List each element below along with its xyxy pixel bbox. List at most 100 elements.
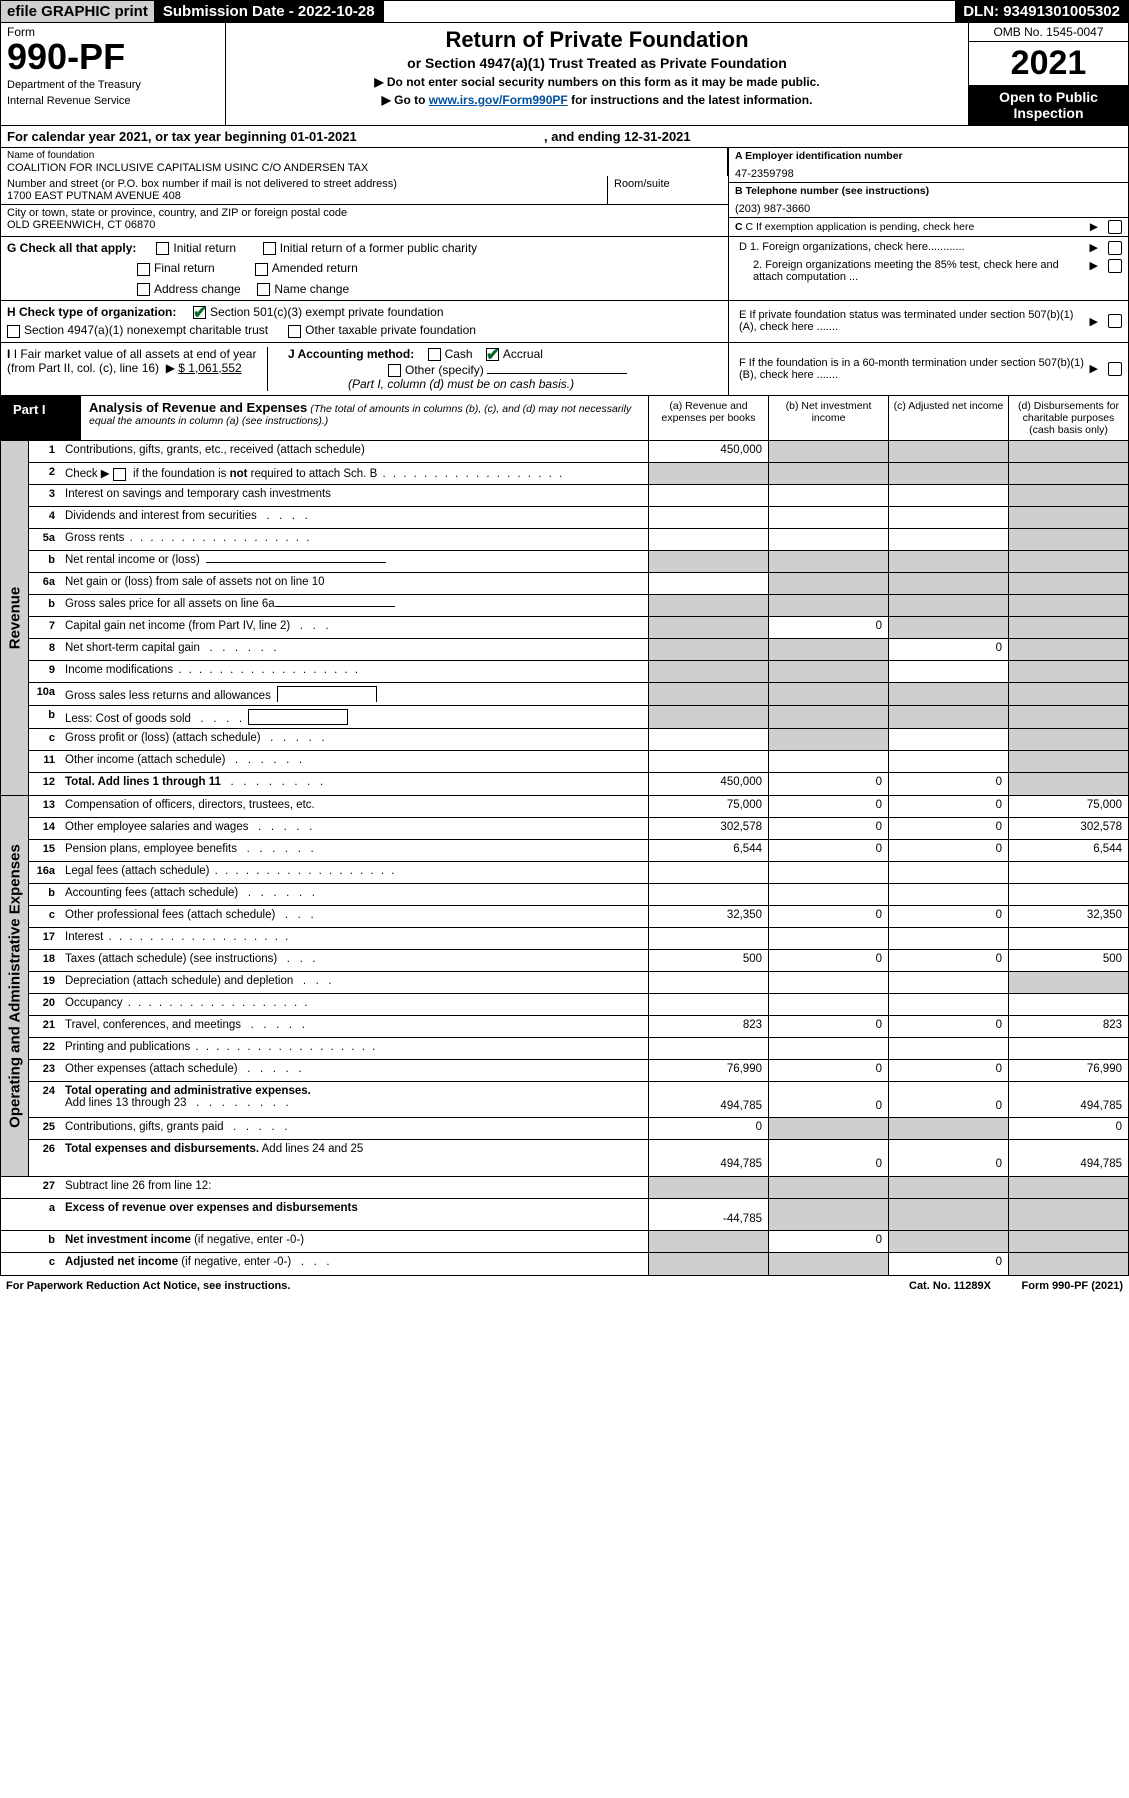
page-footer: For Paperwork Reduction Act Notice, see … [0, 1276, 1129, 1296]
line-5a-desc: Gross rents [61, 529, 648, 550]
revenue-side-label: Revenue [6, 587, 23, 650]
line-4-desc: Dividends and interest from securities .… [61, 507, 648, 528]
room-label: Room/suite [614, 178, 722, 190]
line-12-b: 0 [768, 773, 888, 795]
line-12-a: 450,000 [648, 773, 768, 795]
omb-number: OMB No. 1545-0047 [969, 23, 1128, 42]
goto-note: ▶ Go to www.irs.gov/Form990PF for instru… [236, 93, 958, 107]
line-16c-desc: Other professional fees (attach schedule… [61, 906, 648, 927]
foundation-name-label: Name of foundation [7, 150, 721, 161]
line-8-desc: Net short-term capital gain . . . . . . [61, 639, 648, 660]
top-bar: efile GRAPHIC print Submission Date - 20… [0, 0, 1129, 23]
form-subtitle: or Section 4947(a)(1) Trust Treated as P… [236, 55, 958, 71]
d2-checkbox[interactable] [1108, 259, 1122, 273]
f-checkbox[interactable] [1108, 362, 1122, 376]
ssn-warning: ▶ Do not enter social security numbers o… [236, 75, 958, 89]
line-10c-desc: Gross profit or (loss) (attach schedule)… [61, 729, 648, 750]
g-amended-checkbox[interactable] [255, 263, 268, 276]
line-16a-desc: Legal fees (attach schedule) [61, 862, 648, 883]
line-27-desc: Subtract line 26 from line 12: [61, 1177, 648, 1198]
line-14-desc: Other employee salaries and wages . . . … [61, 818, 648, 839]
line-11-desc: Other income (attach schedule) . . . . .… [61, 751, 648, 772]
line-1-desc: Contributions, gifts, grants, etc., rece… [61, 441, 648, 462]
dln: DLN: 93491301005302 [955, 1, 1128, 22]
line-17-desc: Interest [61, 928, 648, 949]
line-23-desc: Other expenses (attach schedule) . . . .… [61, 1060, 648, 1081]
e-label: E If private foundation status was termi… [739, 309, 1086, 333]
expenses-side-label: Operating and Administrative Expenses [6, 844, 23, 1128]
line-27c-desc: Adjusted net income (if negative, enter … [61, 1253, 648, 1275]
revenue-grid: Revenue 1Contributions, gifts, grants, e… [0, 441, 1129, 796]
h-label: H Check type of organization: [7, 305, 176, 319]
line-18-desc: Taxes (attach schedule) (see instruction… [61, 950, 648, 971]
h-501c3-checkbox[interactable] [193, 306, 206, 319]
address: 1700 EAST PUTNAM AVENUE 408 [7, 190, 601, 202]
line-27a-desc: Excess of revenue over expenses and disb… [61, 1199, 648, 1230]
line-27b-desc: Net investment income (if negative, ente… [61, 1231, 648, 1252]
h-4947-checkbox[interactable] [7, 325, 20, 338]
tel-label: B Telephone number (see instructions) [735, 185, 1122, 197]
line-13-desc: Compensation of officers, directors, tru… [61, 796, 648, 817]
part1-header: Part I Analysis of Revenue and Expenses … [0, 396, 1129, 441]
calendar-year-row: For calendar year 2021, or tax year begi… [0, 126, 1129, 148]
line-2-desc: Check ▶ if the foundation is not require… [61, 463, 648, 484]
ij-section: I I Fair market value of all assets at e… [0, 343, 1129, 397]
j-accrual-checkbox[interactable] [486, 348, 499, 361]
c-pending-label: C C If exemption application is pending,… [735, 221, 1086, 233]
line-6b-desc: Gross sales price for all assets on line… [61, 595, 648, 616]
g-addr-change-checkbox[interactable] [137, 283, 150, 296]
open-inspection: Open to Public Inspection [969, 85, 1128, 125]
ein-label: A Employer identification number [735, 150, 1122, 162]
d2-label: 2. Foreign organizations meeting the 85%… [739, 259, 1086, 283]
efile-label[interactable]: efile GRAPHIC print [1, 1, 155, 22]
j-note: (Part I, column (d) must be on cash basi… [288, 377, 722, 391]
ein: 47-2359798 [735, 168, 1122, 180]
g-initial-former-checkbox[interactable] [263, 242, 276, 255]
line-12-c: 0 [888, 773, 1008, 795]
g-name-change-checkbox[interactable] [257, 283, 270, 296]
line-19-desc: Depreciation (attach schedule) and deple… [61, 972, 648, 993]
expenses-grid: Operating and Administrative Expenses 13… [0, 796, 1129, 1177]
dept-treasury: Department of the Treasury [7, 79, 219, 91]
g-final-checkbox[interactable] [137, 263, 150, 276]
line-16b-desc: Accounting fees (attach schedule) . . . … [61, 884, 648, 905]
h-other-tax-checkbox[interactable] [288, 325, 301, 338]
irs-link[interactable]: www.irs.gov/Form990PF [429, 93, 568, 107]
col-c-head: (c) Adjusted net income [888, 396, 1008, 440]
line-2-checkbox[interactable] [113, 468, 126, 481]
g-label: G Check all that apply: [7, 241, 136, 255]
d1-label: D 1. Foreign organizations, check here..… [739, 241, 1086, 255]
line-21-desc: Travel, conferences, and meetings . . . … [61, 1016, 648, 1037]
foundation-name: COALITION FOR INCLUSIVE CAPITALISM USINC… [7, 162, 721, 174]
c-checkbox[interactable] [1108, 220, 1122, 234]
col-b-head: (b) Net investment income [768, 396, 888, 440]
line-15-desc: Pension plans, employee benefits . . . .… [61, 840, 648, 861]
line-7-desc: Capital gain net income (from Part IV, l… [61, 617, 648, 638]
line-24-desc: Total operating and administrative expen… [61, 1082, 648, 1117]
g-initial-checkbox[interactable] [156, 242, 169, 255]
form-number: 990-PF [7, 39, 219, 75]
j-label: J Accounting method: [288, 347, 414, 361]
col-a-head: (a) Revenue and expenses per books [648, 396, 768, 440]
line-3-desc: Interest on savings and temporary cash i… [61, 485, 648, 506]
address-label: Number and street (or P.O. box number if… [7, 178, 601, 190]
line-27-block: 27Subtract line 26 from line 12: aExcess… [0, 1177, 1129, 1276]
part1-label: Part I [1, 396, 81, 440]
line-6a-desc: Net gain or (loss) from sale of assets n… [61, 573, 648, 594]
line-5b-desc: Net rental income or (loss) [61, 551, 648, 572]
line-9-desc: Income modifications [61, 661, 648, 682]
form-title: Return of Private Foundation [236, 27, 958, 53]
d1-checkbox[interactable] [1108, 241, 1122, 255]
paperwork-notice: For Paperwork Reduction Act Notice, see … [6, 1280, 290, 1292]
j-other-checkbox[interactable] [388, 364, 401, 377]
identity-block: Name of foundation COALITION FOR INCLUSI… [0, 148, 1129, 237]
tax-year: 2021 [969, 42, 1128, 85]
checks-section: G Check all that apply: Initial return I… [0, 237, 1129, 301]
e-checkbox[interactable] [1108, 314, 1122, 328]
dept-irs: Internal Revenue Service [7, 95, 219, 107]
line-22-desc: Printing and publications [61, 1038, 648, 1059]
telephone: (203) 987-3660 [735, 203, 1122, 215]
city: OLD GREENWICH, CT 06870 [7, 219, 722, 231]
h-section: H Check type of organization: Section 50… [0, 301, 1129, 343]
j-cash-checkbox[interactable] [428, 348, 441, 361]
